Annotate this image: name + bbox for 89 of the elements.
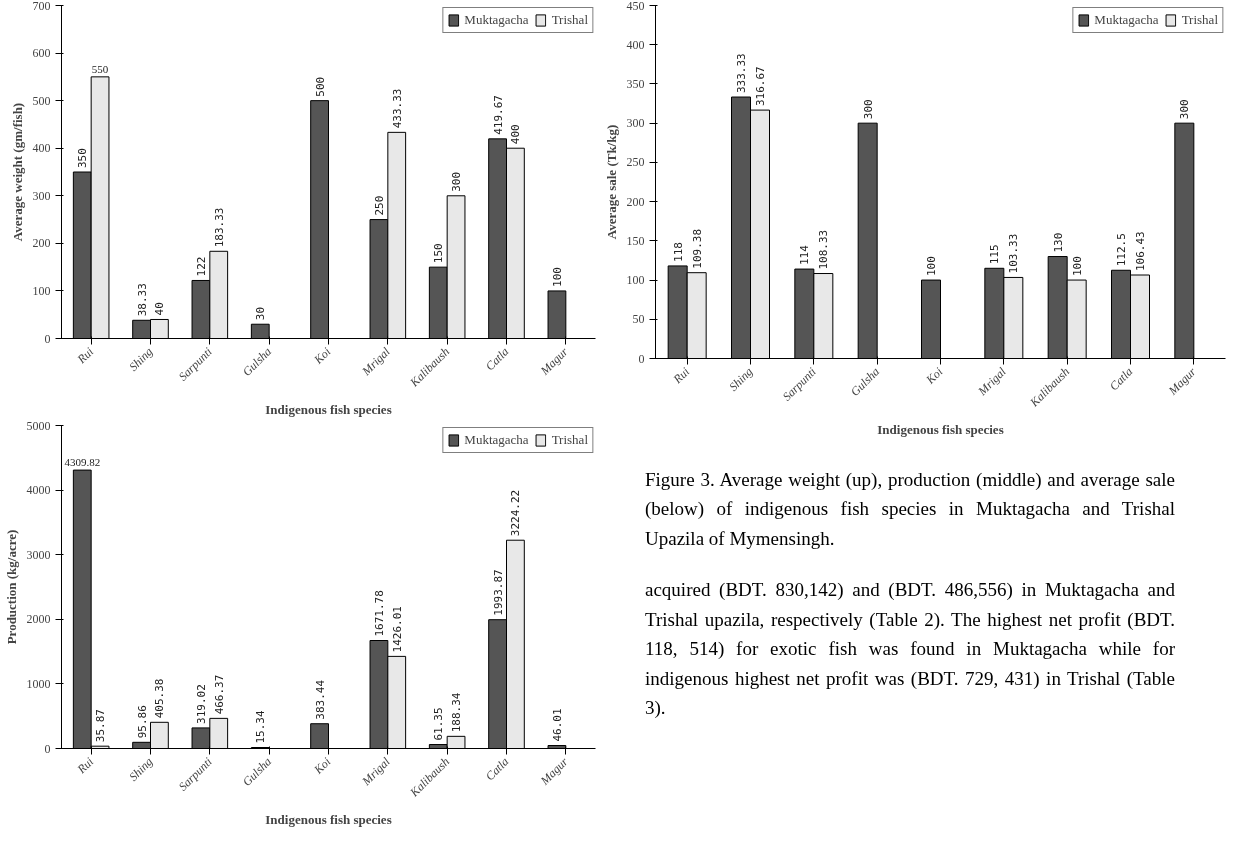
legend-label: Muktagacha [1094,12,1159,28]
data-label: 383.44 [313,679,327,720]
data-label: 108.33 [817,229,831,270]
legend-label: Muktagacha [464,12,529,28]
y-tick-label: 250 [626,155,645,170]
legend-label: Trishal [1181,12,1218,28]
data-label: 4309.82 [64,456,101,469]
y-tick-label: 300 [32,188,51,203]
x-axis-title: Indigenous fish species [265,812,392,828]
data-label: 103.33 [1007,233,1021,274]
data-label: 30 [254,306,268,321]
y-tick-label: 400 [626,37,645,52]
data-label: 15.34 [254,710,268,744]
data-label: 35.87 [94,709,108,743]
y-tick-label: 200 [626,194,645,209]
y-tick-label: 600 [32,46,51,61]
x-tick-label: Rui [669,364,693,387]
data-label: 100 [1070,256,1084,277]
data-label: 333.33 [735,53,748,94]
data-label: 38.33 [135,283,149,317]
y-axis-title: Average weight (gm/fish) [9,102,25,242]
text: acquired (BDT. 830,142) and (BDT. 486,556) in Muktagacha and Trishal upazila, respectively (Table 2). The highest net profit (BDT. 118, 514) for exotic fish was found in Muktagacha while for indigenous highest net profit was (BDT. 729, 431) in Trishal (Table 3). [645,578,1175,721]
data-label: 405.38 [153,678,167,719]
x-tick-label: Koi [310,754,334,778]
x-axis-title: Indigenous fish species [265,402,392,418]
data-label: 130 [1051,232,1065,253]
data-label: 183.33 [212,207,226,248]
data-label: 95.86 [135,705,149,739]
caption: Figure 3. Average weight (up), production (middle) and average sale (below) of indigenous fish species in Muktagacha and Trishal Upazila of Mymensingh. [645,468,1175,551]
x-tick-label: Koi [310,344,334,368]
data-label: 316.67 [754,66,767,107]
legend-label: Muktagacha [464,432,529,448]
data-label: 114 [798,244,812,266]
data-label: 150 [432,243,446,264]
y-axis-title: Production (kg/acre) [3,529,19,645]
data-label: 1671.78 [372,590,386,637]
y-tick-label: 200 [32,236,51,251]
y-tick-label: 5000 [26,418,51,433]
data-label: 550 [91,62,109,75]
data-label: 100 [925,256,938,277]
data-label: 109.38 [690,228,704,269]
y-tick-label: 100 [32,283,51,298]
data-label: 100 [550,267,564,287]
data-label: 115 [988,244,1002,265]
y-axis-title: Average sale (Tk/kg) [603,124,619,240]
data-label: 3224.22 [509,489,523,537]
data-label: 300 [1178,99,1192,120]
x-tick-label: Koi [922,364,946,388]
y-tick-label: 400 [32,141,51,156]
y-tick-label: 1000 [26,676,51,691]
y-tick-label: 100 [626,273,645,288]
y-tick-label: 3000 [26,547,51,562]
y-tick-label: 350 [626,76,645,91]
y-tick-label: 700 [32,0,51,13]
data-label: 118 [671,242,685,262]
y-tick-label: 50 [632,312,645,327]
data-label: 1426.01 [390,606,404,653]
data-label: 300 [861,99,875,120]
y-tick-label: 2000 [26,612,51,627]
data-label: 300 [450,171,464,192]
x-tick-label: Rui [73,344,97,367]
x-axis-title: Indigenous fish species [877,422,1004,438]
data-label: 106.43 [1134,231,1147,272]
data-label: 122 [194,256,208,277]
data-label: 46.01 [550,708,564,742]
legend-label: Trishal [551,432,588,448]
y-tick-label: 300 [626,116,645,131]
y-tick-label: 150 [626,233,645,248]
data-label: 466.37 [212,674,226,715]
data-label: 400 [509,124,523,145]
data-label: 61.35 [432,707,446,741]
y-tick-label: 500 [32,93,51,108]
data-label: 40 [153,302,167,316]
y-tick-label: 4000 [26,483,51,498]
legend-label: Trishal [551,12,588,28]
y-tick-label: 0 [44,741,51,756]
y-tick-label: 0 [44,331,51,346]
data-label: 350 [76,148,90,168]
data-label: 1993.87 [491,569,505,616]
x-tick-label: Rui [73,754,97,777]
y-tick-label: 450 [626,0,645,13]
data-label: 250 [372,195,386,216]
data-label: 188.34 [450,692,464,733]
data-label: 419.67 [491,95,505,135]
data-label: 112.5 [1115,233,1128,267]
data-label: 500 [313,76,327,97]
data-label: 433.33 [390,88,404,129]
data-label: 319.02 [194,684,208,724]
y-tick-label: 0 [638,351,645,366]
